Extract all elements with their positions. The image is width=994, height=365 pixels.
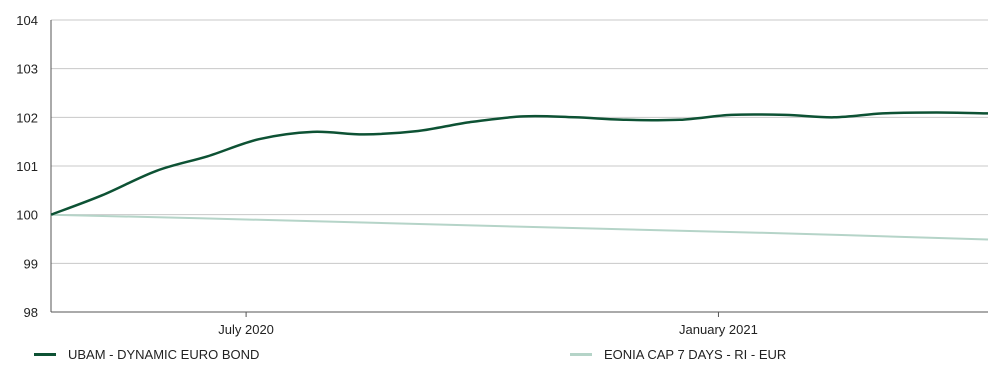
y-tick-label-100: 100	[16, 208, 38, 223]
y-tick-label-98: 98	[24, 305, 38, 320]
legend-label-ubam: UBAM - DYNAMIC EURO BOND	[68, 347, 260, 362]
x-tick-label-1: January 2021	[679, 322, 758, 337]
y-tick-label-99: 99	[24, 256, 38, 271]
series-line-ubam	[50, 111, 989, 216]
y-tick-label-103: 103	[16, 62, 38, 77]
legend-item-ubam[interactable]: UBAM - DYNAMIC EURO BOND	[34, 347, 259, 362]
series-line-eonia	[50, 213, 989, 241]
x-tick-label-0: July 2020	[218, 322, 274, 337]
legend: UBAM - DYNAMIC EURO BOND EONIA CAP 7 DAY…	[0, 347, 994, 365]
grid	[51, 19, 988, 313]
axes	[50, 20, 988, 317]
y-tick-labels: 98 99 100 101 102 103 104	[16, 13, 38, 320]
x-tick-labels: July 2020 January 2021	[218, 322, 758, 337]
legend-swatch-eonia	[570, 353, 592, 356]
legend-label-eonia: EONIA CAP 7 DAYS - RI - EUR	[604, 347, 787, 362]
series-lines	[50, 111, 989, 241]
legend-item-eonia[interactable]: EONIA CAP 7 DAYS - RI - EUR	[570, 347, 786, 362]
y-tick-label-104: 104	[16, 13, 38, 28]
line-chart: 98 99 100 101 102 103 104 July 2020 January 202…	[16, 13, 989, 337]
legend-swatch-ubam	[34, 353, 56, 356]
y-tick-label-102: 102	[16, 110, 38, 125]
y-tick-label-101: 101	[16, 159, 38, 174]
